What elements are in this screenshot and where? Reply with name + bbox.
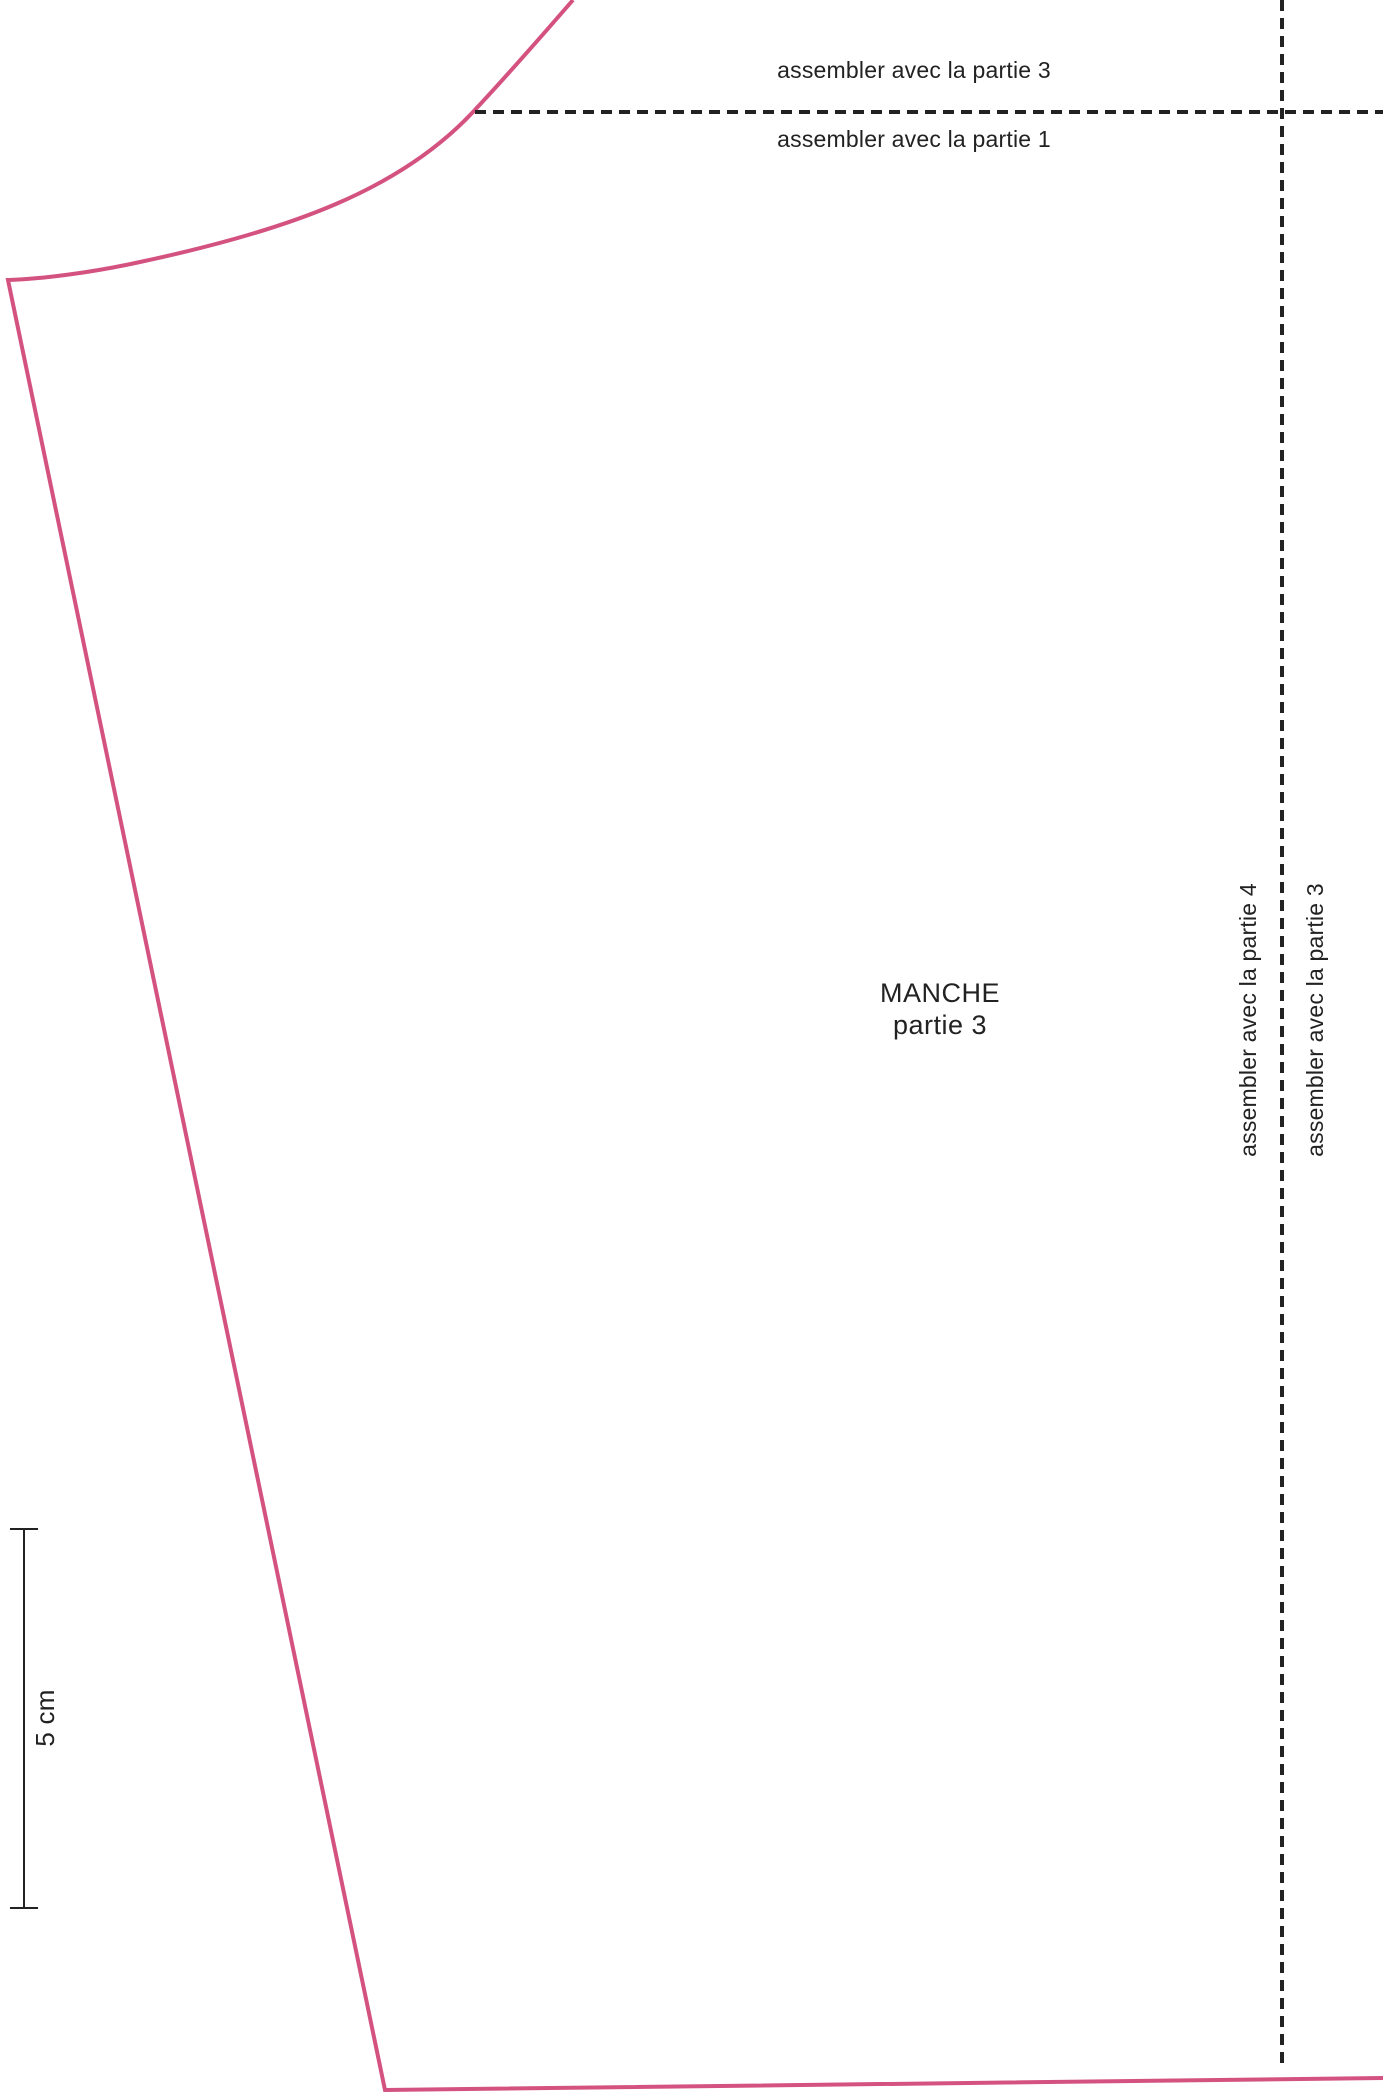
assembly-label-vertical-right: assembler avec la partie 3 [1302,883,1328,1157]
pattern-piece-title: MANCHE [880,978,1000,1008]
assembly-label-top-below: assembler avec la partie 1 [777,126,1051,152]
pattern-outline [5,0,1383,2093]
assembly-label-vertical-left: assembler avec la partie 4 [1235,883,1261,1157]
pattern-piece-subtitle: partie 3 [893,1010,987,1040]
assembly-label-top-above: assembler avec la partie 3 [777,57,1051,83]
scale-bar-label: 5 cm [30,1689,60,1746]
scale-bar: 5 cm [10,1528,60,1909]
